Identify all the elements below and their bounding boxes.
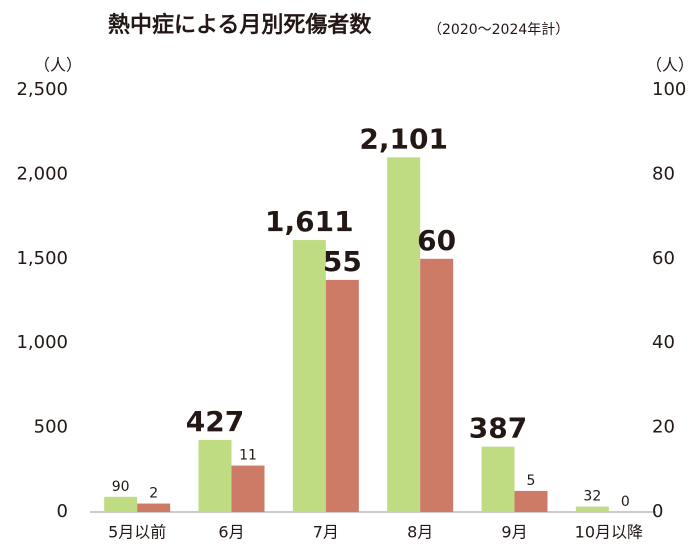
x-tick-label: 8月 — [407, 523, 433, 542]
y2-tick-label: 100 — [652, 79, 686, 100]
data-label: 2 — [149, 486, 158, 502]
y2-tick-label: 40 — [652, 332, 675, 353]
data-label: 60 — [417, 224, 456, 257]
y2-tick-label: 60 — [652, 248, 675, 269]
x-tick-label: 9月 — [501, 523, 527, 542]
data-label: 11 — [239, 448, 257, 464]
y2-tick-label: 0 — [652, 501, 663, 522]
x-tick-label: 6月 — [218, 523, 244, 542]
data-label: 427 — [186, 405, 244, 438]
y2-tick-label: 80 — [652, 163, 675, 184]
x-tick-label: 10月以降 — [575, 523, 643, 542]
y-tick-label: 1,500 — [16, 248, 68, 269]
data-label: 387 — [469, 412, 527, 445]
bar — [231, 465, 265, 512]
x-tick-label: 7月 — [313, 523, 339, 542]
bar — [325, 279, 359, 512]
y-tick-label: 1,000 — [16, 332, 68, 353]
data-label: 55 — [323, 245, 362, 278]
bar — [481, 446, 515, 512]
y-axis-label: （人） — [34, 56, 82, 75]
y-tick-label: 0 — [57, 501, 68, 522]
bar — [514, 490, 548, 512]
y-tick-label: 2,500 — [16, 79, 68, 100]
data-label: 2,101 — [359, 122, 448, 155]
y-tick-label: 2,000 — [16, 163, 68, 184]
bar — [104, 496, 138, 512]
chart-title: 熱中症による月別死傷者数 — [108, 12, 372, 38]
y2-tick-label: 20 — [652, 417, 675, 438]
bar — [420, 258, 454, 512]
bar — [292, 240, 326, 512]
bar — [137, 503, 171, 512]
data-label: 1,611 — [265, 205, 354, 238]
x-tick-label: 5月以前 — [108, 523, 166, 542]
data-label: 90 — [112, 479, 130, 495]
chart-subtitle: （2020〜2024年計） — [428, 22, 569, 38]
y-tick-label: 500 — [34, 417, 68, 438]
data-label: 32 — [583, 489, 601, 505]
bar — [198, 439, 232, 512]
data-label: 0 — [621, 494, 630, 510]
bar — [575, 506, 609, 512]
y2-axis-label: （人） — [646, 56, 694, 75]
bar — [387, 157, 421, 512]
data-label: 5 — [527, 473, 536, 489]
